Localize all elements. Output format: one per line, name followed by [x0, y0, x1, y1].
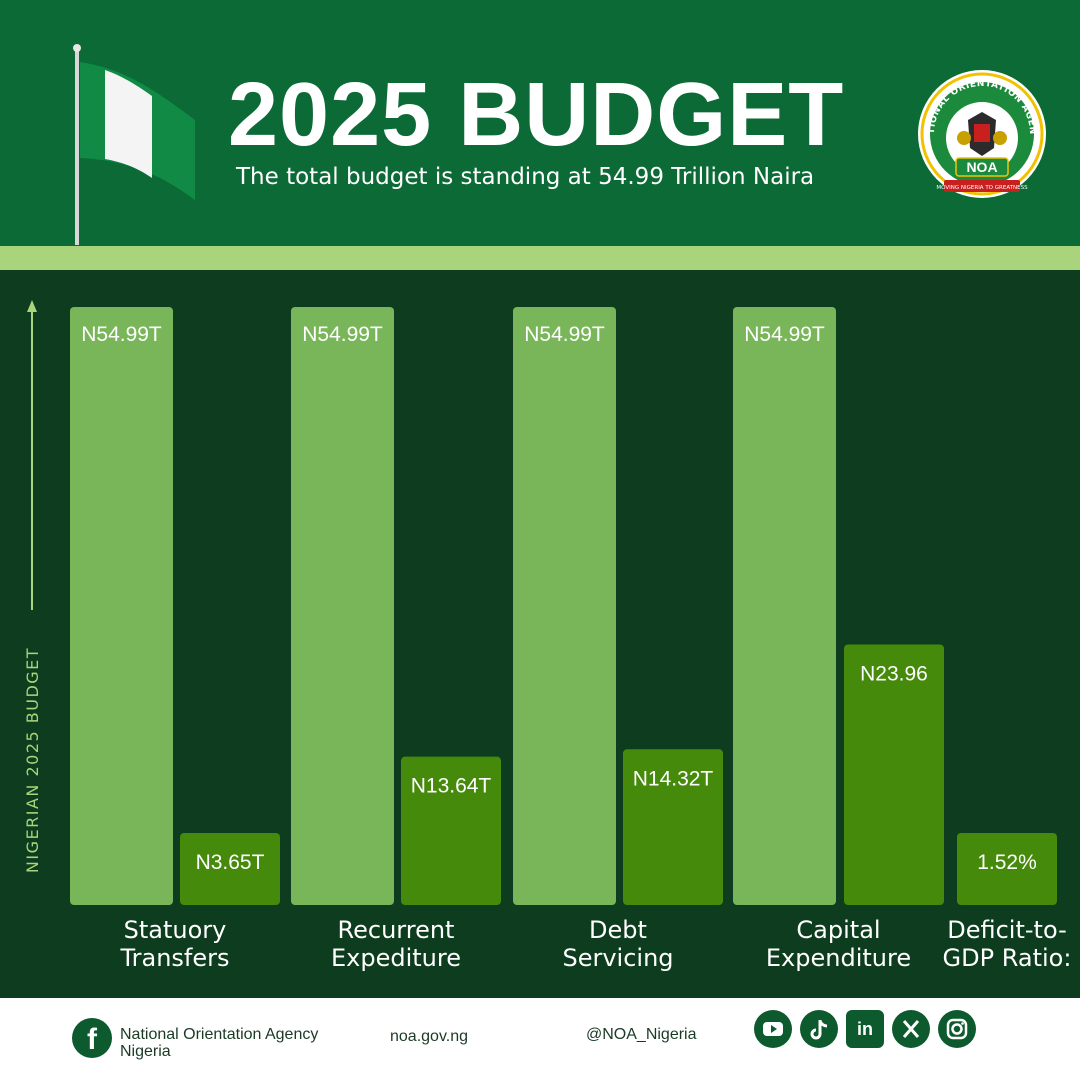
website-link[interactable]: noa.gov.ng	[390, 1028, 468, 1045]
nigeria-flag-icon	[73, 44, 195, 245]
page-subtitle: The total budget is standing at 54.99 Tr…	[236, 164, 815, 190]
component-bar-label: N23.96	[860, 662, 928, 685]
noa-logo-icon: NATIONAL ORIENTATION AGENCY NOA MOVING N…	[916, 68, 1046, 198]
facebook-page-name[interactable]: National Orientation Agency Nigeria	[120, 1026, 319, 1060]
total-bar	[291, 307, 394, 905]
total-bar	[513, 307, 616, 905]
bar-chart: NIGERIAN 2025 BUDGET N54.99T N3.65T Statuor…	[0, 270, 1080, 998]
instagram-icon[interactable]	[938, 1010, 976, 1048]
category-label: Capital	[796, 916, 880, 944]
category-label: Transfers	[119, 944, 229, 972]
total-bar	[70, 307, 173, 905]
facebook-icon[interactable]: f	[72, 1018, 112, 1058]
component-bar-label: N13.64T	[411, 775, 492, 798]
total-bar	[733, 307, 836, 905]
y-axis-arrow-icon	[27, 300, 37, 312]
component-bar	[401, 756, 501, 905]
component-bar	[623, 749, 723, 905]
component-bar-label: N3.65T	[196, 851, 265, 874]
linkedin-icon[interactable]: in	[846, 1010, 884, 1048]
divider-stripe	[0, 246, 1080, 270]
component-bar	[180, 833, 280, 905]
category-label: Expediture	[331, 944, 461, 972]
component-bar-label: N14.32T	[633, 767, 714, 790]
category-label: Recurrent	[338, 916, 455, 944]
header-banner: 2025 BUDGET The total budget is standing…	[0, 0, 1080, 246]
category-label: GDP Ratio:	[943, 944, 1072, 972]
tiktok-icon[interactable]	[800, 1010, 838, 1048]
total-bar-label: N54.99T	[302, 323, 383, 346]
total-bar-label: N54.99T	[744, 323, 825, 346]
component-bar	[957, 833, 1057, 905]
y-axis-label: NIGERIAN 2025 BUDGET	[23, 647, 42, 873]
component-bar	[844, 644, 944, 905]
chart-canvas: NIGERIAN 2025 BUDGET N54.99T N3.65T Statuor…	[23, 300, 1072, 972]
component-bar-label: 1.52%	[977, 851, 1037, 874]
total-bar-label: N54.99T	[524, 323, 605, 346]
logo-acronym: NOA	[966, 159, 997, 175]
category-label: Servicing	[562, 944, 673, 972]
social-handle[interactable]: @NOA_Nigeria	[586, 1026, 697, 1043]
footer: f National Orientation Agency Nigeria no…	[0, 998, 1080, 1080]
category-label: Statuory	[124, 916, 227, 944]
x-icon[interactable]	[892, 1010, 930, 1048]
total-bar-label: N54.99T	[81, 323, 162, 346]
logo-motto: MOVING NIGERIA TO GREATNESS	[936, 185, 1028, 191]
youtube-icon[interactable]	[754, 1010, 792, 1048]
category-label: Debt	[589, 916, 647, 944]
category-label: Deficit-to-	[947, 916, 1067, 944]
category-label: Expenditure	[766, 944, 911, 972]
page-title: 2025 BUDGET	[228, 65, 845, 165]
